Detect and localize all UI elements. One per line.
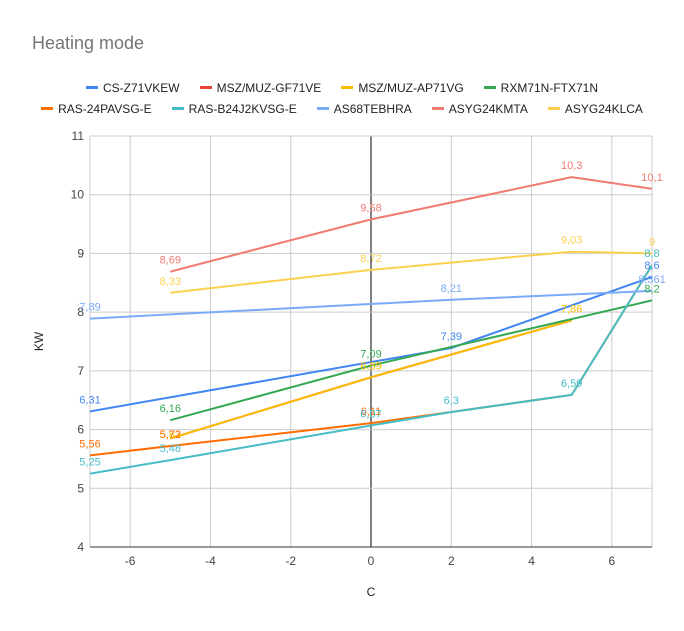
- data-label: 8,8: [644, 248, 659, 260]
- x-tick-label: 0: [368, 554, 375, 568]
- x-tick-label: -6: [125, 554, 136, 568]
- legend-label: ASYG24KMTA: [448, 101, 528, 116]
- data-label: 6,3: [444, 395, 459, 407]
- data-label: 8,69: [160, 255, 181, 267]
- legend-swatch: [85, 86, 98, 89]
- legend-swatch: [171, 107, 184, 110]
- data-label: 10,1: [641, 172, 662, 184]
- legend-label: RAS-24PAVSG-E: [58, 101, 152, 116]
- series-line: [90, 289, 652, 320]
- chart-title: Heating mode: [32, 33, 145, 53]
- legend-item[interactable]: ASYG24KMTA: [431, 101, 528, 116]
- x-tick-label: 2: [448, 554, 455, 568]
- data-label: 8,33: [160, 276, 181, 288]
- data-label: 5,83: [160, 429, 181, 441]
- y-tick-label: 6: [77, 423, 84, 437]
- legend-swatch: [199, 86, 212, 89]
- y-tick-label: 7: [77, 364, 84, 378]
- data-label: 9,03: [561, 235, 582, 247]
- y-axis-title: KW: [32, 331, 46, 351]
- y-tick-label: 4: [77, 540, 84, 554]
- data-label: 5,48: [160, 443, 181, 455]
- data-label: 6,89: [360, 360, 381, 372]
- data-label: 9: [649, 236, 655, 248]
- legend-swatch: [41, 107, 54, 110]
- legend-label: RXM71N-FTX71N: [500, 80, 599, 95]
- legend-label: MSZ/MUZ-GF71VE: [216, 80, 322, 95]
- y-tick-label: 10: [71, 188, 85, 202]
- data-label: 8,21: [441, 283, 462, 295]
- series-line: [170, 250, 652, 294]
- data-label: 6,16: [160, 403, 181, 415]
- data-label: 5,56: [79, 438, 100, 450]
- x-tick-label: -4: [205, 554, 216, 568]
- data-label: 8,6: [644, 260, 659, 272]
- legend-item[interactable]: RAS-B24J2KVSG-E: [171, 101, 297, 116]
- data-label: 7,89: [79, 302, 100, 314]
- y-tick-label: 8: [77, 305, 84, 319]
- series-line: [170, 299, 652, 422]
- data-label: 8,72: [360, 253, 381, 265]
- series-line: [170, 176, 652, 273]
- legend-row: CS-Z71VKEW MSZ/MUZ-GF71VE MSZ/MUZ-AP71VG RX…: [0, 77, 684, 98]
- data-label: 7,09: [360, 349, 381, 361]
- legend-item[interactable]: MSZ/MUZ-AP71VG: [341, 80, 464, 95]
- legend-swatch: [483, 86, 496, 89]
- series-line: [90, 264, 652, 475]
- legend-item[interactable]: AS68TEBHRA: [316, 101, 412, 116]
- legend-item[interactable]: RAS-24PAVSG-E: [41, 102, 152, 116]
- legend-label: CS-Z71VKEW: [102, 80, 180, 95]
- legend-label: MSZ/MUZ-AP71VG: [358, 80, 464, 95]
- data-label: 5,25: [79, 457, 100, 469]
- x-tick-label: 4: [528, 554, 535, 568]
- legend-swatch: [547, 107, 560, 110]
- legend-row: RAS-24PAVSG-E RAS-B24J2KVSG-E AS68TEBHRA AS…: [0, 98, 684, 119]
- legend-item[interactable]: RXM71N-FTX71N: [483, 80, 599, 95]
- series-line: [170, 319, 572, 440]
- legend-item[interactable]: MSZ/MUZ-GF71VE: [199, 80, 322, 95]
- legend-item[interactable]: CS-Z71VKEW: [85, 80, 180, 95]
- y-tick-label: 9: [77, 246, 84, 260]
- x-tick-label: -2: [285, 554, 296, 568]
- data-label: 6,59: [561, 378, 582, 390]
- data-label: 7,86: [561, 303, 582, 315]
- y-tick-label: 11: [72, 129, 85, 143]
- legend: CS-Z71VKEW MSZ/MUZ-GF71VE MSZ/MUZ-AP71VG RX…: [0, 77, 684, 119]
- legend-label: AS68TEBHRA: [333, 101, 412, 116]
- x-axis-title: C: [367, 585, 376, 599]
- data-label: 8,2: [644, 283, 659, 295]
- legend-swatch: [316, 107, 329, 110]
- y-tick-label: 5: [77, 481, 84, 495]
- data-label: 10,3: [561, 160, 582, 172]
- x-tick-label: 6: [609, 554, 616, 568]
- data-label: 8,361: [638, 274, 666, 286]
- data-label: 9,58: [360, 202, 381, 214]
- legend-label: ASYG24KLCA: [564, 101, 643, 116]
- legend-item[interactable]: ASYG24KLCA: [547, 101, 643, 116]
- data-label: 6,31: [79, 394, 100, 406]
- legend-swatch: [341, 86, 354, 89]
- data-label: 6,07: [360, 408, 381, 420]
- data-label: 7,39: [441, 331, 462, 343]
- series-line: [90, 275, 652, 413]
- legend-label: RAS-B24J2KVSG-E: [188, 101, 297, 116]
- legend-swatch: [431, 107, 444, 110]
- data-label: 5,72: [160, 429, 181, 441]
- data-label: 6,11: [361, 406, 382, 418]
